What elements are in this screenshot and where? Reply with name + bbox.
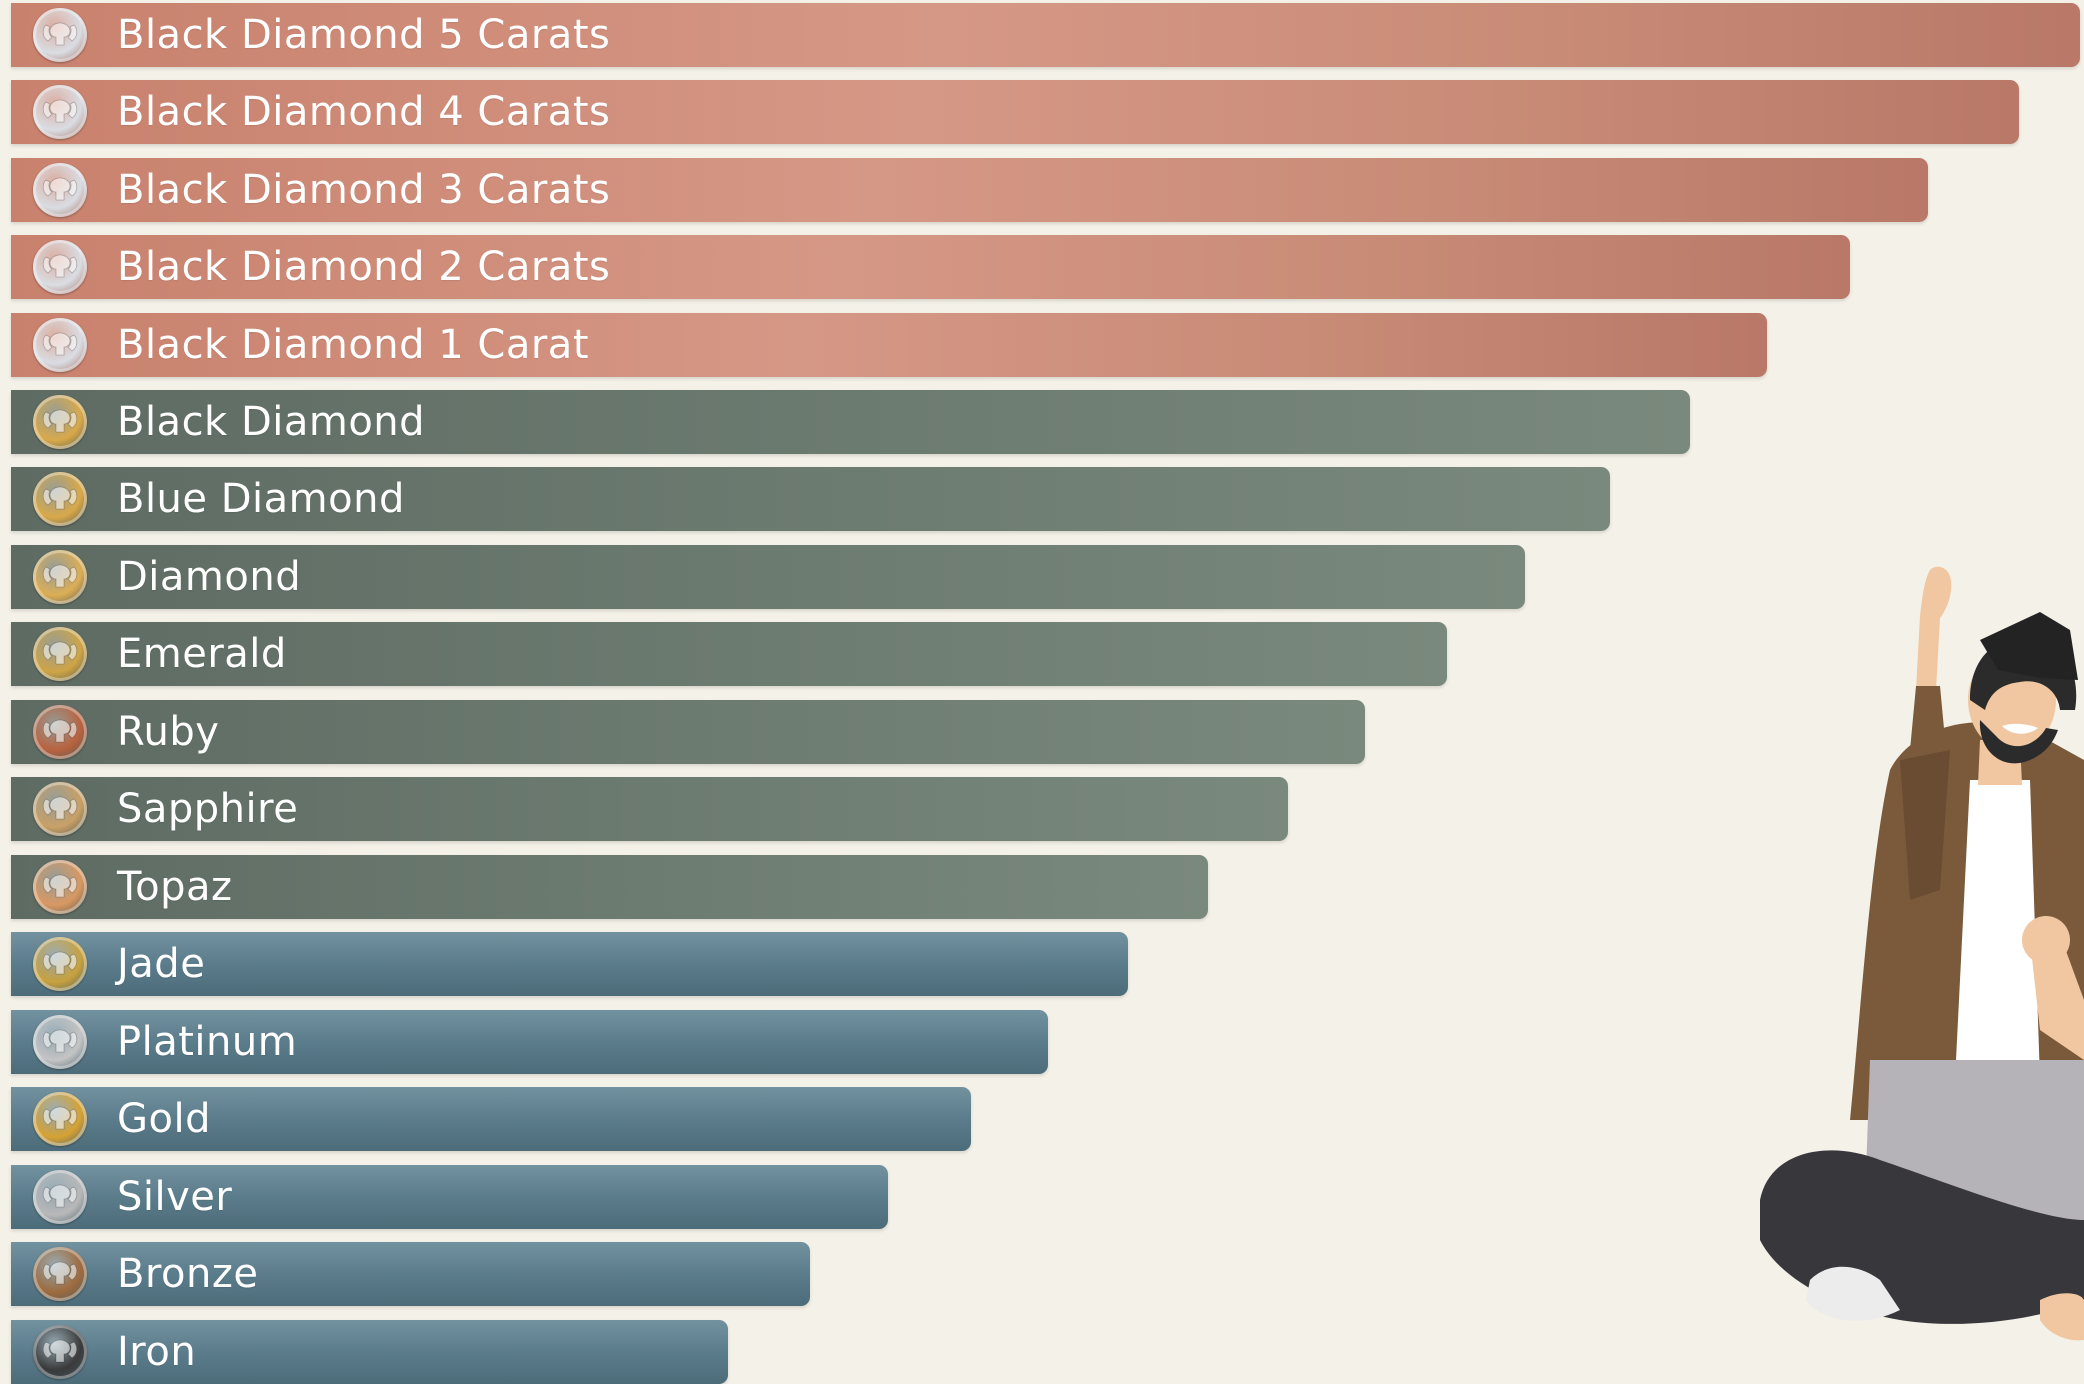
tier-label: Ruby <box>117 709 220 755</box>
silver-wing-badge-icon <box>33 1170 87 1224</box>
tier-bar: Diamond <box>11 545 1525 609</box>
tier-bar: Black Diamond <box>11 390 1690 454</box>
tier-label: Topaz <box>117 864 233 910</box>
tier-bar: Black Diamond 3 Carats <box>11 158 1928 222</box>
tier-bar: Black Diamond 5 Carats <box>11 3 2080 67</box>
tier-bar: Bronze <box>11 1242 810 1306</box>
gold-wing-badge-icon <box>33 937 87 991</box>
silver-wing-badge-icon <box>33 163 87 217</box>
tier-label: Silver <box>117 1174 233 1220</box>
gold-wing-badge-icon <box>33 472 87 526</box>
tier-label: Black Diamond 1 Carat <box>117 322 590 368</box>
tier-bar: Sapphire <box>11 777 1288 841</box>
celebrating-person-with-laptop-illustration <box>1760 566 2084 1341</box>
tier-label: Sapphire <box>117 786 299 832</box>
gold-wing-badge-icon <box>33 1092 87 1146</box>
tier-label: Emerald <box>117 631 287 677</box>
tier-bar: Black Diamond 4 Carats <box>11 80 2019 144</box>
gold-wing-badge-icon <box>33 395 87 449</box>
silver-wing-badge-icon <box>33 240 87 294</box>
tier-bar: Black Diamond 2 Carats <box>11 235 1850 299</box>
iron-wing-badge-icon <box>33 1325 87 1379</box>
tier-label: Black Diamond <box>117 399 426 445</box>
tier-bar: Blue Diamond <box>11 467 1610 531</box>
tier-bar: Jade <box>11 932 1128 996</box>
platinum-wing-badge-icon <box>33 1015 87 1069</box>
silver-wing-badge-icon <box>33 318 87 372</box>
tier-label: Platinum <box>117 1019 298 1065</box>
ruby-wing-badge-icon <box>33 705 87 759</box>
gold-wing-badge-icon <box>33 550 87 604</box>
tier-label: Black Diamond 2 Carats <box>117 244 611 290</box>
tier-label: Bronze <box>117 1251 259 1297</box>
tier-bar: Silver <box>11 1165 888 1229</box>
tier-label: Black Diamond 5 Carats <box>117 12 611 58</box>
tier-label: Iron <box>117 1329 197 1375</box>
tier-bar: Platinum <box>11 1010 1048 1074</box>
tier-bar: Iron <box>11 1320 728 1384</box>
tier-label: Jade <box>117 941 206 987</box>
tier-label: Black Diamond 3 Carats <box>117 167 611 213</box>
bronze-wing-badge-icon <box>33 1247 87 1301</box>
silver-wing-badge-icon <box>33 8 87 62</box>
tier-bar: Emerald <box>11 622 1447 686</box>
topaz-wing-badge-icon <box>33 860 87 914</box>
tier-label: Blue Diamond <box>117 476 405 522</box>
gold-wing-badge-icon <box>33 782 87 836</box>
gold-wing-badge-icon <box>33 627 87 681</box>
tier-label: Gold <box>117 1096 211 1142</box>
tier-label: Black Diamond 4 Carats <box>117 89 611 135</box>
tier-bar: Topaz <box>11 855 1208 919</box>
tier-bar: Gold <box>11 1087 971 1151</box>
silver-wing-badge-icon <box>33 85 87 139</box>
tier-bar: Black Diamond 1 Carat <box>11 313 1767 377</box>
tier-bar: Ruby <box>11 700 1365 764</box>
tier-label: Diamond <box>117 554 302 600</box>
